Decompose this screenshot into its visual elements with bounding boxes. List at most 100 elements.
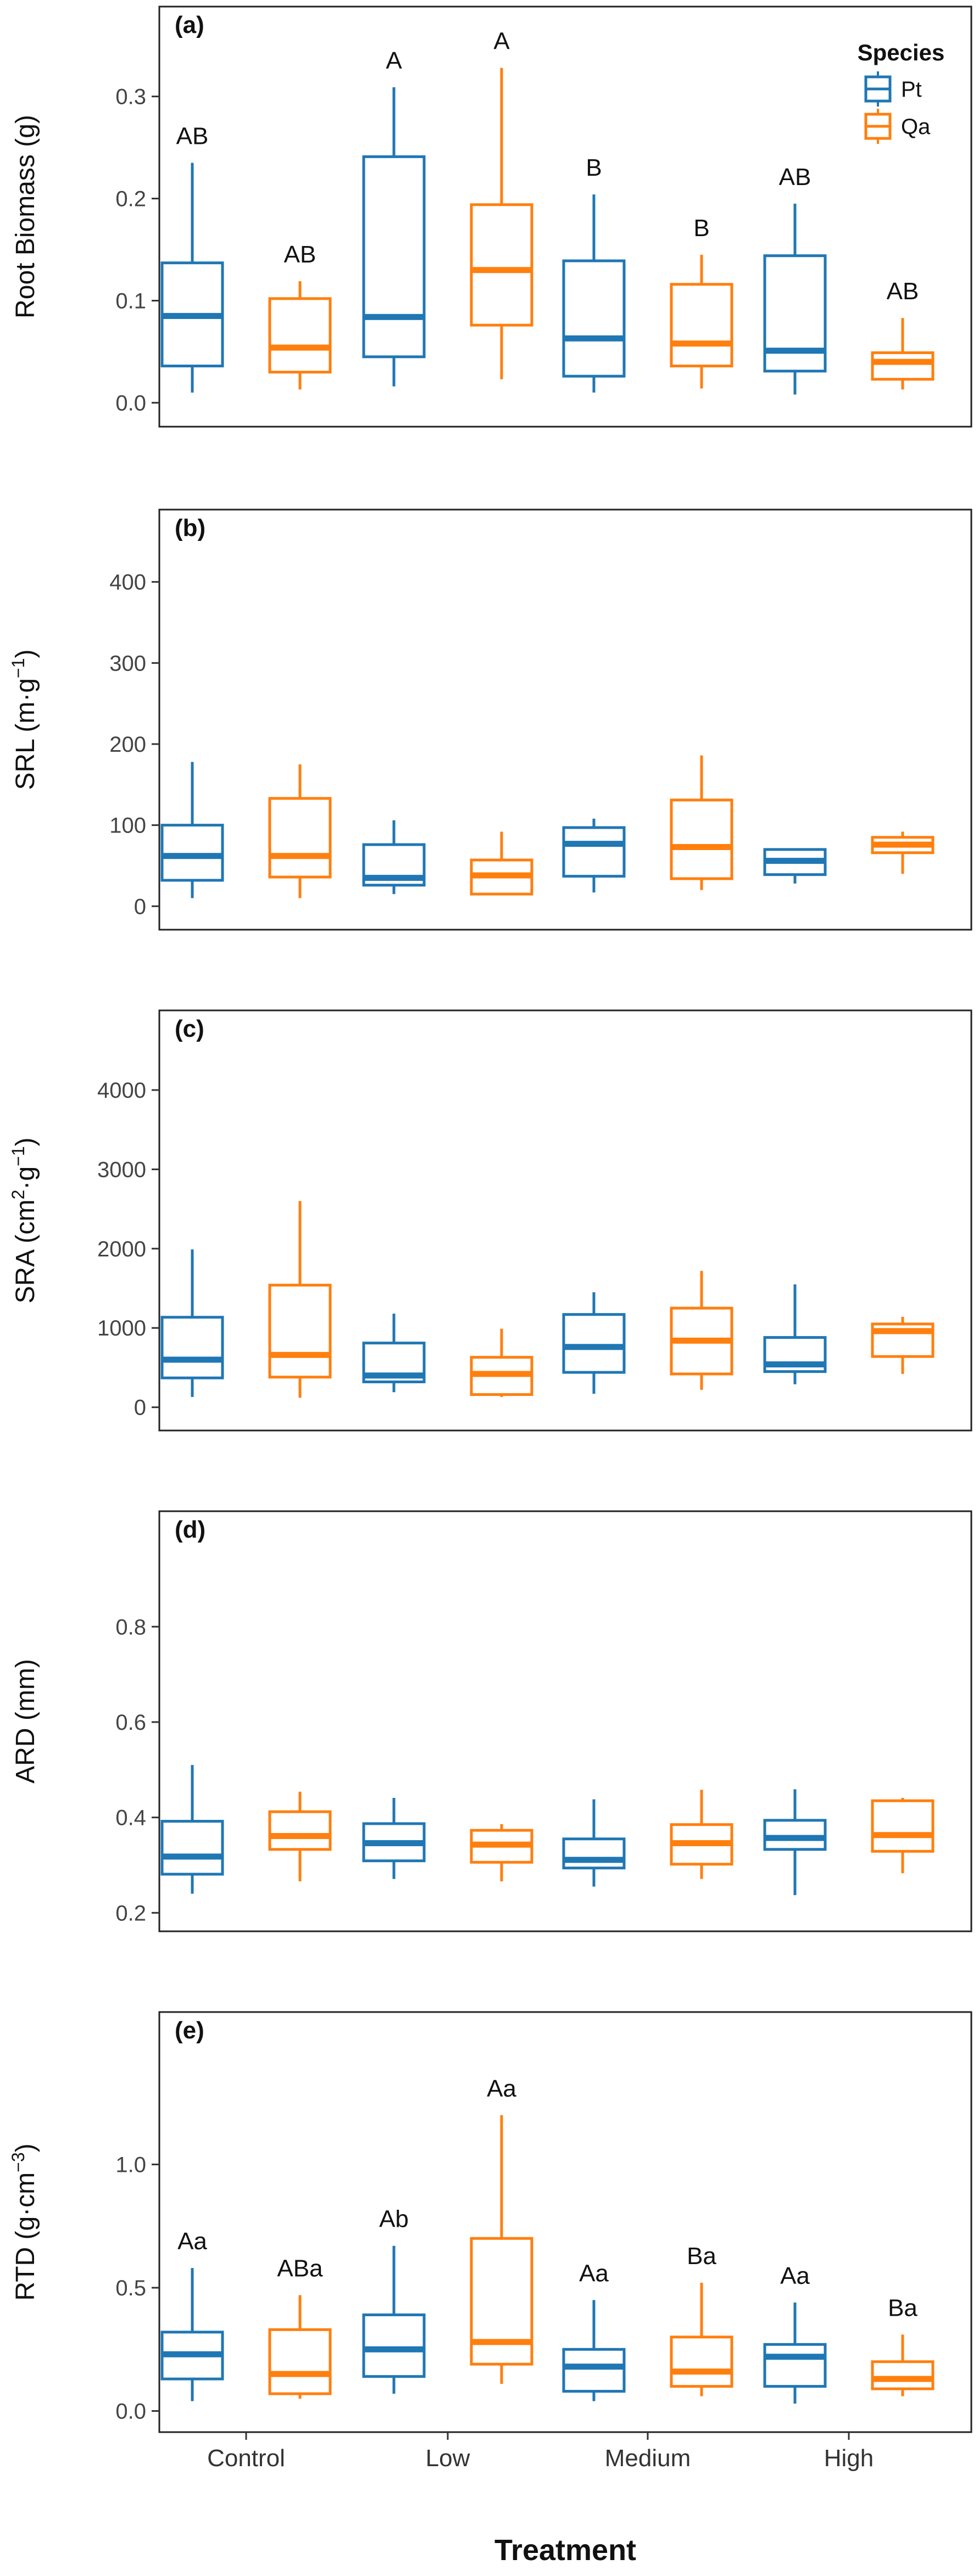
y-tick-label: 400: [109, 571, 146, 595]
box-body: [670, 798, 733, 880]
box-qa-control: [268, 764, 332, 898]
box-qa-medium: Ba: [670, 2243, 733, 2396]
box-body: [871, 2360, 934, 2390]
box-body: [268, 297, 332, 374]
panel-label: (d): [175, 1516, 205, 1543]
box-pt-control: [160, 1249, 224, 1397]
box-body: [160, 1316, 224, 1379]
x-axis-title: Treatment: [494, 2534, 636, 2567]
significance-letter: AB: [284, 241, 316, 268]
box-qa-low: [470, 831, 533, 896]
y-axis-label: SRA (cm2·g−1): [8, 1137, 40, 1303]
panel-label: (e): [175, 2017, 204, 2044]
x-tick-label: Low: [426, 2445, 470, 2472]
box-pt-low: [362, 1798, 426, 1879]
significance-letter: Ba: [687, 2243, 716, 2270]
legend-item-qa: Qa: [864, 109, 931, 144]
box-pt-control: [160, 762, 224, 898]
panel-d: (d) 0.2 0.4 0.6 0.8 ARD (mm): [11, 1510, 972, 1932]
significance-letter: AB: [887, 278, 919, 305]
box-body: [470, 203, 533, 327]
box-body: [763, 1819, 827, 1851]
box-qa-medium: [670, 1790, 733, 1879]
panel-label: (b): [175, 515, 205, 541]
box-pt-high: [763, 1284, 827, 1384]
y-tick-label: 0: [134, 895, 146, 919]
box-qa-medium: [670, 755, 733, 890]
y-tick-label: 0.4: [115, 1806, 146, 1830]
box-qa-medium: [670, 1271, 733, 1390]
box-body: [562, 1313, 626, 1374]
box-body: [871, 1799, 934, 1853]
significance-letter: B: [693, 215, 709, 242]
box-qa-control: [268, 1791, 332, 1881]
panel-frame: [158, 1009, 972, 1432]
box-pt-low: [362, 820, 426, 895]
box-qa-high: [871, 1317, 934, 1374]
box-qa-low: Aa: [470, 2075, 533, 2384]
box-qa-high: AB: [871, 278, 934, 390]
panel-c: (c) 0 1000 2000 3000 4000 SRA (cm2·g−1): [8, 1009, 972, 1432]
y-tick-label: 0.6: [115, 1711, 146, 1735]
y-axis-label: SRL (m·g−1): [8, 649, 40, 790]
box-body: [871, 351, 934, 381]
box-body: [562, 1837, 626, 1870]
significance-letter: Aa: [780, 2262, 810, 2289]
box-pt-medium: [562, 1799, 626, 1887]
x-tick-label: Control: [207, 2445, 285, 2472]
y-tick-label: 2000: [97, 1237, 146, 1261]
box-pt-high: Aa: [763, 2262, 827, 2404]
box-body: [562, 259, 626, 378]
box-qa-control: ABa: [268, 2255, 332, 2399]
box-pt-high: AB: [763, 164, 827, 395]
y-tick-label: 1.0: [115, 2153, 146, 2177]
x-tick-label: High: [824, 2445, 874, 2472]
y-tick-label: 0.8: [115, 1615, 146, 1639]
box-body: [562, 2348, 626, 2393]
box-body: [160, 1820, 224, 1876]
y-axis-label: ARD (mm): [11, 1659, 40, 1784]
box-body: [268, 797, 332, 879]
box-qa-control: [268, 1201, 332, 1398]
box-pt-control: [160, 1765, 224, 1894]
significance-letter: A: [386, 47, 402, 74]
panel-frame: [158, 509, 972, 931]
y-axis-label: Root Biomass (g): [11, 115, 40, 318]
box-qa-high: [871, 831, 934, 874]
y-tick-label: 200: [109, 733, 146, 757]
box-qa-low: [470, 1328, 533, 1397]
box-pt-low: [362, 1314, 426, 1393]
y-tick-label: 3000: [97, 1158, 146, 1182]
box-pt-medium: B: [562, 154, 626, 393]
box-qa-high: Ba: [871, 2294, 934, 2396]
box-pt-low: A: [362, 47, 426, 387]
y-tick-label: 0.2: [115, 187, 146, 211]
box-pt-control: AB: [160, 123, 224, 393]
significance-letter: Ab: [379, 2206, 409, 2233]
y-tick-label: 1000: [97, 1316, 146, 1340]
significance-letter: ABa: [277, 2255, 323, 2282]
box-qa-high: [871, 1798, 934, 1874]
box-qa-low: A: [470, 28, 533, 379]
panel-frame: [158, 2011, 972, 2433]
y-tick-label: 0: [134, 1396, 146, 1420]
box-pt-high: [763, 1789, 827, 1896]
panel-e: (e) 0.0 0.5 1.0 RTD (g·cm−3) Aa Ab Aa Aa ABa Aa Ba B…: [8, 2011, 972, 2472]
significance-letter: Aa: [579, 2260, 609, 2287]
box-qa-low: [470, 1824, 533, 1881]
box-qa-medium: B: [670, 215, 733, 389]
panel-label: (a): [175, 12, 204, 38]
significance-letter: AB: [176, 123, 209, 150]
box-pt-medium: [562, 818, 626, 893]
significance-letter: B: [586, 154, 602, 181]
y-tick-label: 0.1: [115, 289, 146, 313]
box-body: [763, 254, 827, 373]
box-pt-high: [763, 848, 827, 884]
y-tick-label: 0.0: [115, 2400, 146, 2424]
y-tick-label: 0.3: [115, 85, 146, 109]
box-body: [562, 826, 626, 878]
legend-label: Qa: [901, 115, 931, 139]
box-body: [470, 2237, 533, 2366]
